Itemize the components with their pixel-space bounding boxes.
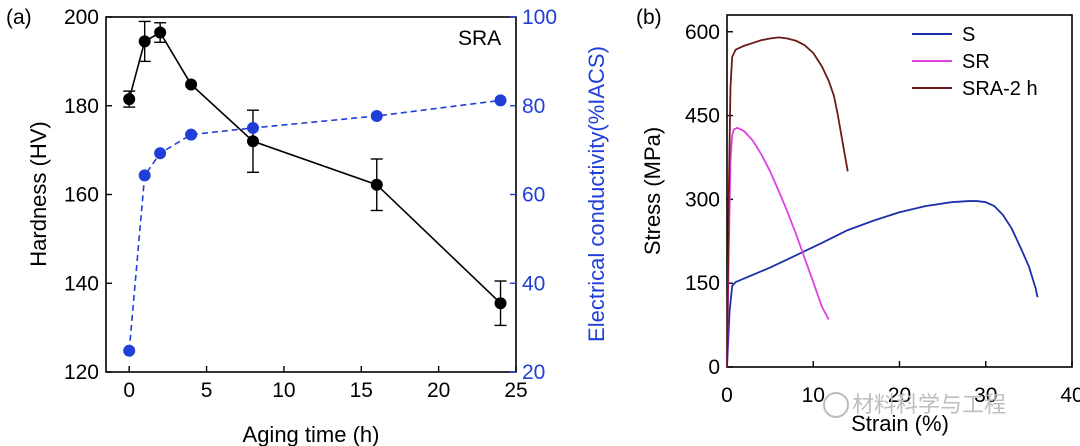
x-tick-label: 0: [123, 379, 135, 402]
series-line-sra-2h: [726, 36, 849, 368]
panel-b-ylabel: Stress (MPa): [640, 127, 665, 255]
hardness-line: [128, 31, 502, 304]
conductivity-point: [123, 344, 136, 357]
panel-a-annotation: SRA: [458, 27, 501, 50]
hardness-point: [246, 135, 259, 148]
y-tick-label: 200: [64, 6, 99, 29]
panel-b-series: [726, 36, 1039, 368]
y2-tick-label: 80: [522, 95, 545, 118]
panel-a-label: (a): [6, 6, 32, 29]
panel-a-xlabel: Aging time (h): [243, 422, 380, 446]
conductivity-point: [370, 109, 383, 122]
conductivity-point: [185, 128, 198, 141]
legend-entry: SR: [962, 51, 990, 73]
hardness-point: [123, 93, 136, 106]
x-tick-label: 30: [974, 384, 997, 407]
panel-b: (b) 0 10 20 30 40 0 150 300 450 600 S SR SRA-2 h St…: [636, 6, 1080, 436]
conductivity-line: [128, 99, 501, 351]
y-tick-label: 300: [685, 188, 720, 211]
panel-a-ylabel: Hardness (HV): [26, 121, 51, 266]
x-tick-label: 10: [802, 384, 825, 407]
y2-tick-label: 60: [522, 184, 545, 207]
x-tick-label: 25: [504, 379, 527, 402]
legend-entry: S: [962, 24, 975, 46]
hardness-point: [370, 178, 383, 191]
panel-b-label: (b): [636, 6, 662, 29]
y-tick-label: 160: [64, 184, 99, 207]
y-tick-label: 600: [685, 21, 720, 44]
y-tick-label: 180: [64, 95, 99, 118]
x-tick-label: 20: [888, 384, 911, 407]
y-tick-label: 450: [685, 105, 720, 128]
conductivity-point: [138, 169, 151, 182]
x-tick-label: 5: [201, 379, 213, 402]
watermark-logo-icon: [823, 392, 849, 418]
hardness-point: [138, 35, 151, 48]
conductivity-point: [154, 147, 167, 160]
conductivity-point: [246, 121, 259, 134]
panel-a: (a) SRA 0 5 10 15 20 251201401601802002040608…: [6, 6, 609, 446]
conductivity-point: [494, 94, 507, 107]
y2-tick-label: 40: [522, 272, 545, 295]
panel-a-series: [123, 20, 507, 357]
series-line-sr: [726, 126, 830, 368]
watermark: 材料科学与工程: [823, 392, 1006, 418]
panel-b-xlabel: Strain (%): [851, 411, 949, 436]
legend-entry: SRA-2 h: [962, 78, 1038, 100]
x-tick-label: 10: [272, 379, 295, 402]
panel-a-y2label: Electrical conductivity(%IACS): [584, 46, 609, 342]
series-line-s: [726, 200, 1039, 368]
x-tick-label: 0: [721, 384, 733, 407]
hardness-point: [494, 297, 507, 310]
y-tick-label: 150: [685, 272, 720, 295]
watermark-text: 材料科学与工程: [852, 392, 1006, 417]
y-tick-label: 0: [708, 356, 720, 379]
panel-b-ticks: 0 10 20 30 40 0 150 300 450 600: [685, 21, 1080, 407]
x-tick-label: 40: [1060, 384, 1080, 407]
y2-tick-label: 20: [522, 361, 545, 384]
hardness-point: [154, 26, 167, 39]
panel-b-legend: S SR SRA-2 h: [912, 24, 1038, 100]
panel-a-frame: [105, 16, 517, 373]
y2-tick-label: 100: [522, 6, 557, 29]
y-tick-label: 140: [64, 272, 99, 295]
x-tick-label: 20: [427, 379, 450, 402]
hardness-point: [185, 78, 198, 91]
x-tick-label: 15: [350, 379, 373, 402]
y-tick-label: 120: [64, 361, 99, 384]
